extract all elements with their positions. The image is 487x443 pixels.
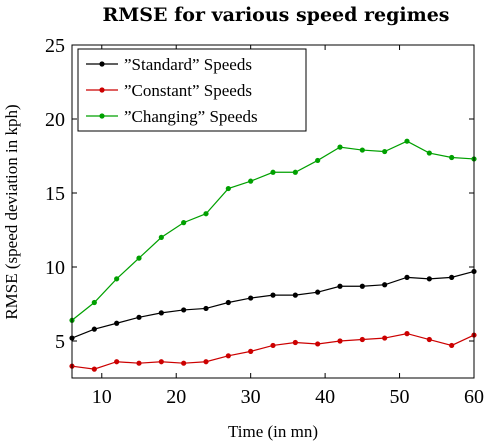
x-tick-label: 50: [390, 386, 410, 408]
data-point: [203, 305, 209, 312]
data-point: [404, 138, 410, 144]
data-point: [292, 292, 298, 298]
x-axis-ticks: 10 20 30 40 50 60: [92, 45, 484, 408]
legend-box: [77, 48, 307, 132]
data-point: [203, 211, 209, 217]
data-point: [91, 326, 97, 332]
data-point: [91, 299, 97, 306]
data-point: [225, 353, 231, 359]
data-point: [359, 283, 365, 289]
data-point: [136, 314, 142, 320]
legend-label: ”Standard” Speeds: [124, 55, 252, 74]
data-point: [181, 360, 187, 366]
y-tick-label: 25: [45, 35, 65, 57]
data-point: [315, 157, 321, 164]
data-point: [382, 148, 388, 155]
legend-marker: [99, 61, 105, 67]
data-point: [426, 150, 432, 156]
data-point: [404, 331, 410, 337]
data-point: [225, 185, 231, 192]
data-point: [449, 274, 455, 280]
data-point: [292, 339, 298, 346]
data-point: [248, 178, 254, 184]
data-point: [426, 276, 432, 282]
data-point: [359, 147, 365, 153]
x-tick-label: 30: [241, 386, 261, 408]
data-point: [449, 342, 455, 349]
x-axis-label: Time (in mn): [228, 422, 318, 441]
chart-title: RMSE for various speed regimes: [102, 4, 449, 26]
legend-label: ”Changing” Speeds: [124, 107, 258, 126]
data-point: [426, 336, 432, 343]
x-tick-label: 40: [315, 386, 335, 408]
y-tick-label: 20: [45, 109, 65, 131]
data-point: [337, 283, 343, 289]
data-point: [292, 169, 298, 175]
data-point: [158, 234, 164, 240]
plot-frame: [71, 44, 475, 379]
data-point: [270, 169, 276, 175]
data-point: [382, 282, 388, 288]
data-point: [359, 336, 365, 343]
data-point: [337, 338, 343, 344]
series-line: [71, 332, 475, 370]
y-axis-ticks: 5 10 15 20 25: [45, 35, 474, 353]
data-point: [136, 255, 142, 261]
data-point: [203, 359, 209, 365]
legend: ”Standard” Speeds ”Constant” Speeds ”Chang…: [77, 48, 307, 132]
data-point: [114, 276, 120, 282]
data-point: [136, 360, 142, 366]
y-tick-label: 5: [55, 331, 65, 353]
x-tick-label: 20: [166, 386, 186, 408]
plot-content: [69, 138, 477, 372]
data-point: [248, 348, 254, 354]
x-tick-label: 10: [92, 386, 112, 408]
data-point: [270, 342, 276, 349]
data-point: [270, 292, 276, 298]
data-point: [114, 359, 120, 365]
data-point: [158, 310, 164, 316]
y-axis-label: RMSE (speed deviation in kph): [2, 104, 21, 319]
data-point: [225, 299, 231, 306]
legend-label: ”Constant” Speeds: [124, 81, 252, 100]
data-point: [248, 295, 254, 301]
data-point: [181, 220, 187, 226]
data-point: [181, 307, 187, 313]
series-0: [69, 268, 477, 341]
series-1: [69, 331, 477, 372]
data-point: [114, 320, 120, 326]
x-tick-label: 60: [464, 386, 484, 408]
series-line: [71, 270, 475, 339]
y-tick-label: 10: [45, 257, 65, 279]
data-point: [449, 154, 455, 161]
data-point: [158, 359, 164, 365]
data-point: [315, 289, 321, 295]
legend-marker: [99, 113, 105, 119]
legend-marker: [99, 87, 105, 93]
data-point: [91, 366, 97, 372]
data-point: [337, 144, 343, 150]
data-point: [404, 274, 410, 280]
data-point: [382, 335, 388, 341]
y-tick-label: 15: [45, 183, 65, 205]
data-point: [315, 341, 321, 347]
